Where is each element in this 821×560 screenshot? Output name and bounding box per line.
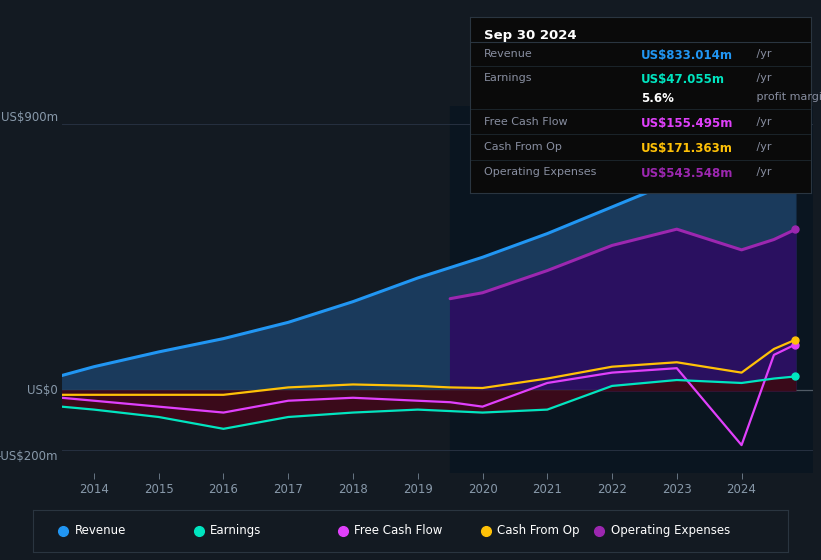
Text: Sep 30 2024: Sep 30 2024	[484, 29, 576, 42]
Text: /yr: /yr	[753, 49, 772, 59]
Text: Operating Expenses: Operating Expenses	[484, 167, 596, 177]
Text: /yr: /yr	[753, 167, 772, 177]
Text: Cash From Op: Cash From Op	[484, 142, 562, 152]
Text: Earnings: Earnings	[210, 524, 262, 537]
Text: /yr: /yr	[753, 118, 772, 127]
Text: US$833.014m: US$833.014m	[641, 49, 733, 62]
Text: US$900m: US$900m	[1, 111, 57, 124]
Text: Revenue: Revenue	[484, 49, 533, 59]
Text: US$171.363m: US$171.363m	[641, 142, 732, 155]
Text: /yr: /yr	[753, 142, 772, 152]
Bar	[450, 106, 813, 473]
Text: Free Cash Flow: Free Cash Flow	[354, 524, 443, 537]
Text: profit margin: profit margin	[753, 92, 821, 102]
Text: Cash From Op: Cash From Op	[498, 524, 580, 537]
Text: 5.6%: 5.6%	[641, 92, 674, 105]
Text: US$155.495m: US$155.495m	[641, 118, 733, 130]
Text: Revenue: Revenue	[75, 524, 126, 537]
Text: Free Cash Flow: Free Cash Flow	[484, 118, 567, 127]
Text: US$0: US$0	[27, 384, 57, 397]
Text: US$543.548m: US$543.548m	[641, 167, 733, 180]
Text: Operating Expenses: Operating Expenses	[611, 524, 730, 537]
Text: US$47.055m: US$47.055m	[641, 73, 725, 86]
Text: -US$200m: -US$200m	[0, 450, 57, 463]
Text: Earnings: Earnings	[484, 73, 533, 83]
Text: /yr: /yr	[753, 73, 772, 83]
